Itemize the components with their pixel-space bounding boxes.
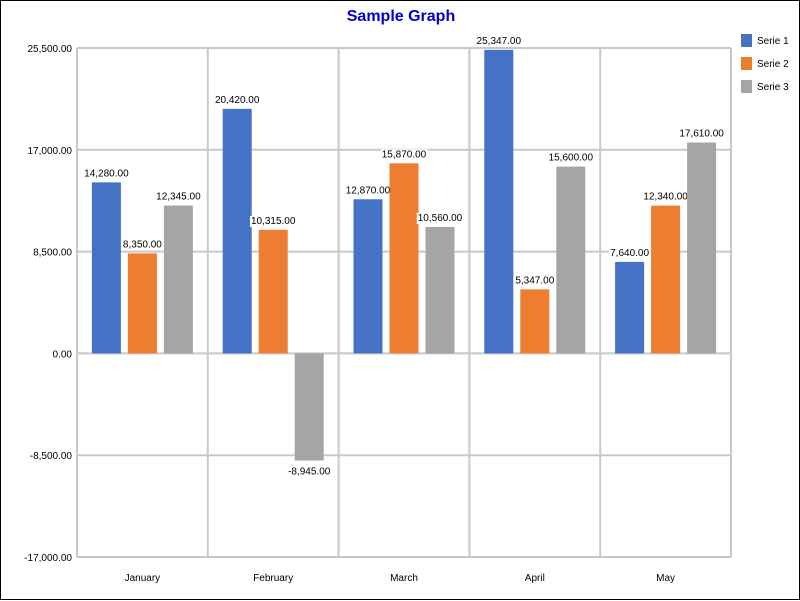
data-label-background xyxy=(514,275,556,287)
bar xyxy=(615,261,645,354)
legend-swatch xyxy=(741,57,752,70)
legend-swatch xyxy=(741,34,752,47)
data-label: 12,340.00 xyxy=(643,192,688,203)
data-label: 8,350.00 xyxy=(123,239,162,250)
data-label-background xyxy=(121,239,164,251)
x-tick-label: May xyxy=(656,573,675,584)
data-label-background xyxy=(678,128,726,140)
x-tick-label: March xyxy=(390,573,418,584)
bar xyxy=(294,353,324,461)
bar xyxy=(687,142,717,354)
y-tick-label: -8,500.00 xyxy=(30,451,73,462)
bar xyxy=(258,229,288,354)
bar xyxy=(353,199,383,354)
data-label: 15,870.00 xyxy=(382,149,427,160)
data-label-background xyxy=(609,247,651,259)
legend-swatch xyxy=(741,80,752,93)
x-tick-label: February xyxy=(253,573,293,584)
data-label: 20,420.00 xyxy=(215,95,260,106)
x-tick-label: April xyxy=(525,573,545,584)
data-label: 12,345.00 xyxy=(156,192,201,203)
data-label: 10,560.00 xyxy=(418,213,463,224)
legend-label: Serie 1 xyxy=(757,36,789,47)
bar xyxy=(520,289,550,354)
y-tick-label: 8,500.00 xyxy=(33,248,72,259)
chart-title: Sample Graph xyxy=(347,8,455,25)
data-label-background xyxy=(83,168,131,180)
data-label: 12,870.00 xyxy=(346,185,391,196)
bar xyxy=(425,226,455,354)
data-label-background xyxy=(380,149,428,161)
data-label: 15,600.00 xyxy=(549,153,594,164)
bar xyxy=(484,49,514,354)
y-tick-label: 25,500.00 xyxy=(28,44,73,55)
data-label-background xyxy=(287,466,332,478)
data-label-background xyxy=(155,191,203,203)
data-label: 25,347.00 xyxy=(477,36,522,47)
data-label-background xyxy=(344,185,392,197)
bar xyxy=(222,108,252,354)
data-label: 7,640.00 xyxy=(610,248,649,259)
data-label-background xyxy=(249,215,297,227)
data-label-background xyxy=(547,152,595,164)
data-label-background xyxy=(416,212,464,224)
data-label: 5,347.00 xyxy=(515,275,554,286)
bar xyxy=(389,163,419,354)
data-label: -8,945.00 xyxy=(288,467,331,478)
data-label: 17,610.00 xyxy=(679,128,724,139)
bar xyxy=(651,205,681,354)
bar xyxy=(127,253,157,354)
y-tick-label: 0.00 xyxy=(53,349,73,360)
data-label-background xyxy=(642,191,690,203)
data-label-background xyxy=(475,35,523,47)
data-label-background xyxy=(213,94,261,106)
bar xyxy=(163,205,193,354)
x-tick-label: January xyxy=(125,573,161,584)
y-tick-label: 17,000.00 xyxy=(28,146,73,157)
data-label: 10,315.00 xyxy=(251,216,296,227)
bar xyxy=(91,182,121,354)
y-tick-label: -17,000.00 xyxy=(24,553,72,564)
legend-label: Serie 2 xyxy=(757,59,789,70)
bar xyxy=(556,166,586,354)
data-label: 14,280.00 xyxy=(84,168,129,179)
legend-label: Serie 3 xyxy=(757,82,789,93)
